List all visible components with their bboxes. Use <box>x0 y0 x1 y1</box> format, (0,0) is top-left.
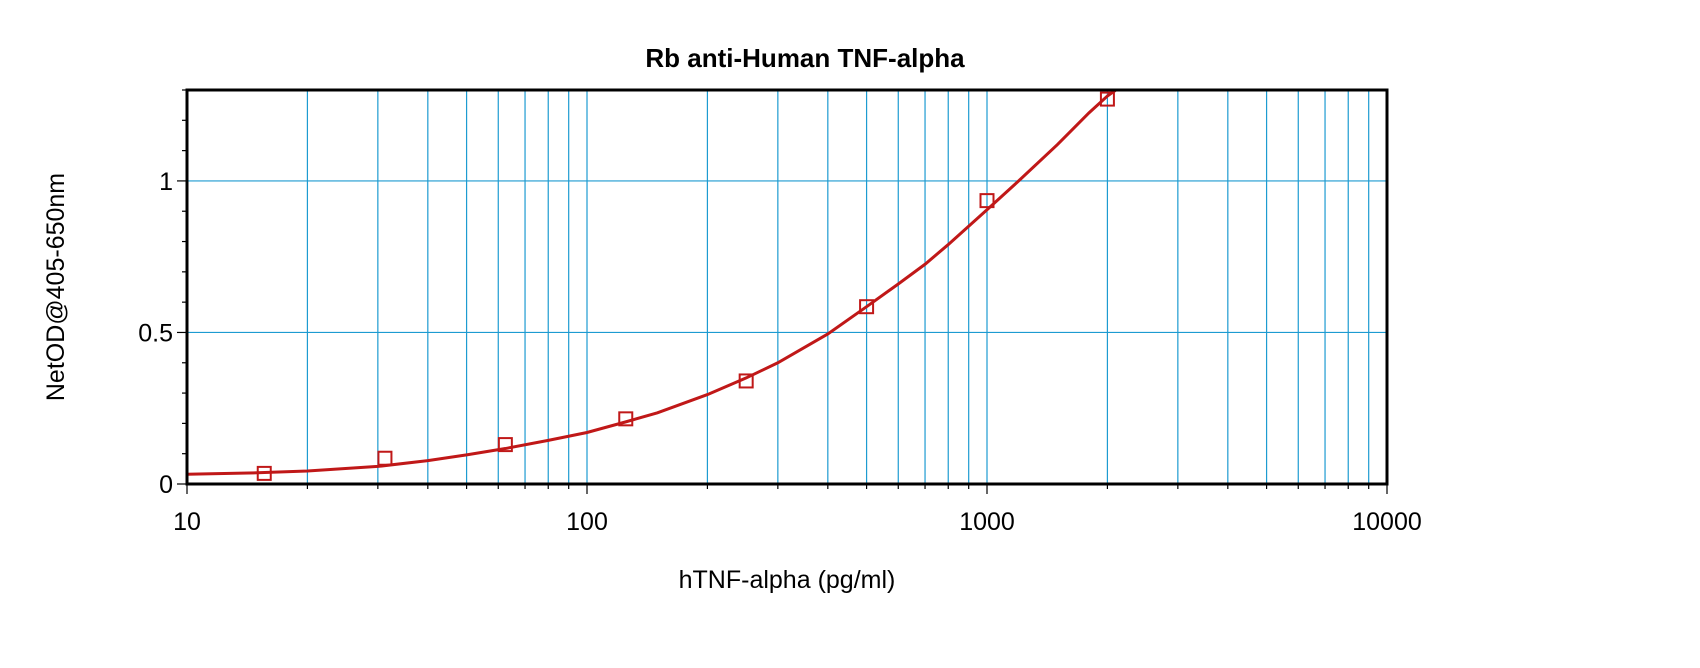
y-tick-label: 0.5 <box>138 319 173 347</box>
fitted-curve <box>186 88 1117 476</box>
data-point <box>618 411 634 427</box>
x-tick-label: 100 <box>566 508 608 536</box>
data-point <box>859 299 875 315</box>
data-point <box>1099 91 1115 107</box>
x-tick-label: 1000 <box>959 508 1015 536</box>
data-point <box>497 437 513 453</box>
axes: 0 0.5 1 10 100 1000 10000 <box>138 89 1422 536</box>
y-axis-label: NetOD@405-650nm <box>42 173 70 401</box>
y-tick-label: 1 <box>159 168 173 196</box>
x-tick-label: 10 <box>173 508 201 536</box>
y-tick-label: 0 <box>159 471 173 499</box>
data-point <box>979 193 995 209</box>
x-tick-label: 10000 <box>1352 508 1422 536</box>
data-point <box>738 373 754 389</box>
data-point <box>377 450 393 466</box>
plot-frame <box>185 88 1389 486</box>
data-point <box>256 465 272 481</box>
x-axis-label: hTNF-alpha (pg/ml) <box>679 566 896 594</box>
chart-title: Rb anti-Human TNF-alpha <box>645 43 965 73</box>
series <box>186 88 1117 481</box>
grid <box>187 90 1387 484</box>
